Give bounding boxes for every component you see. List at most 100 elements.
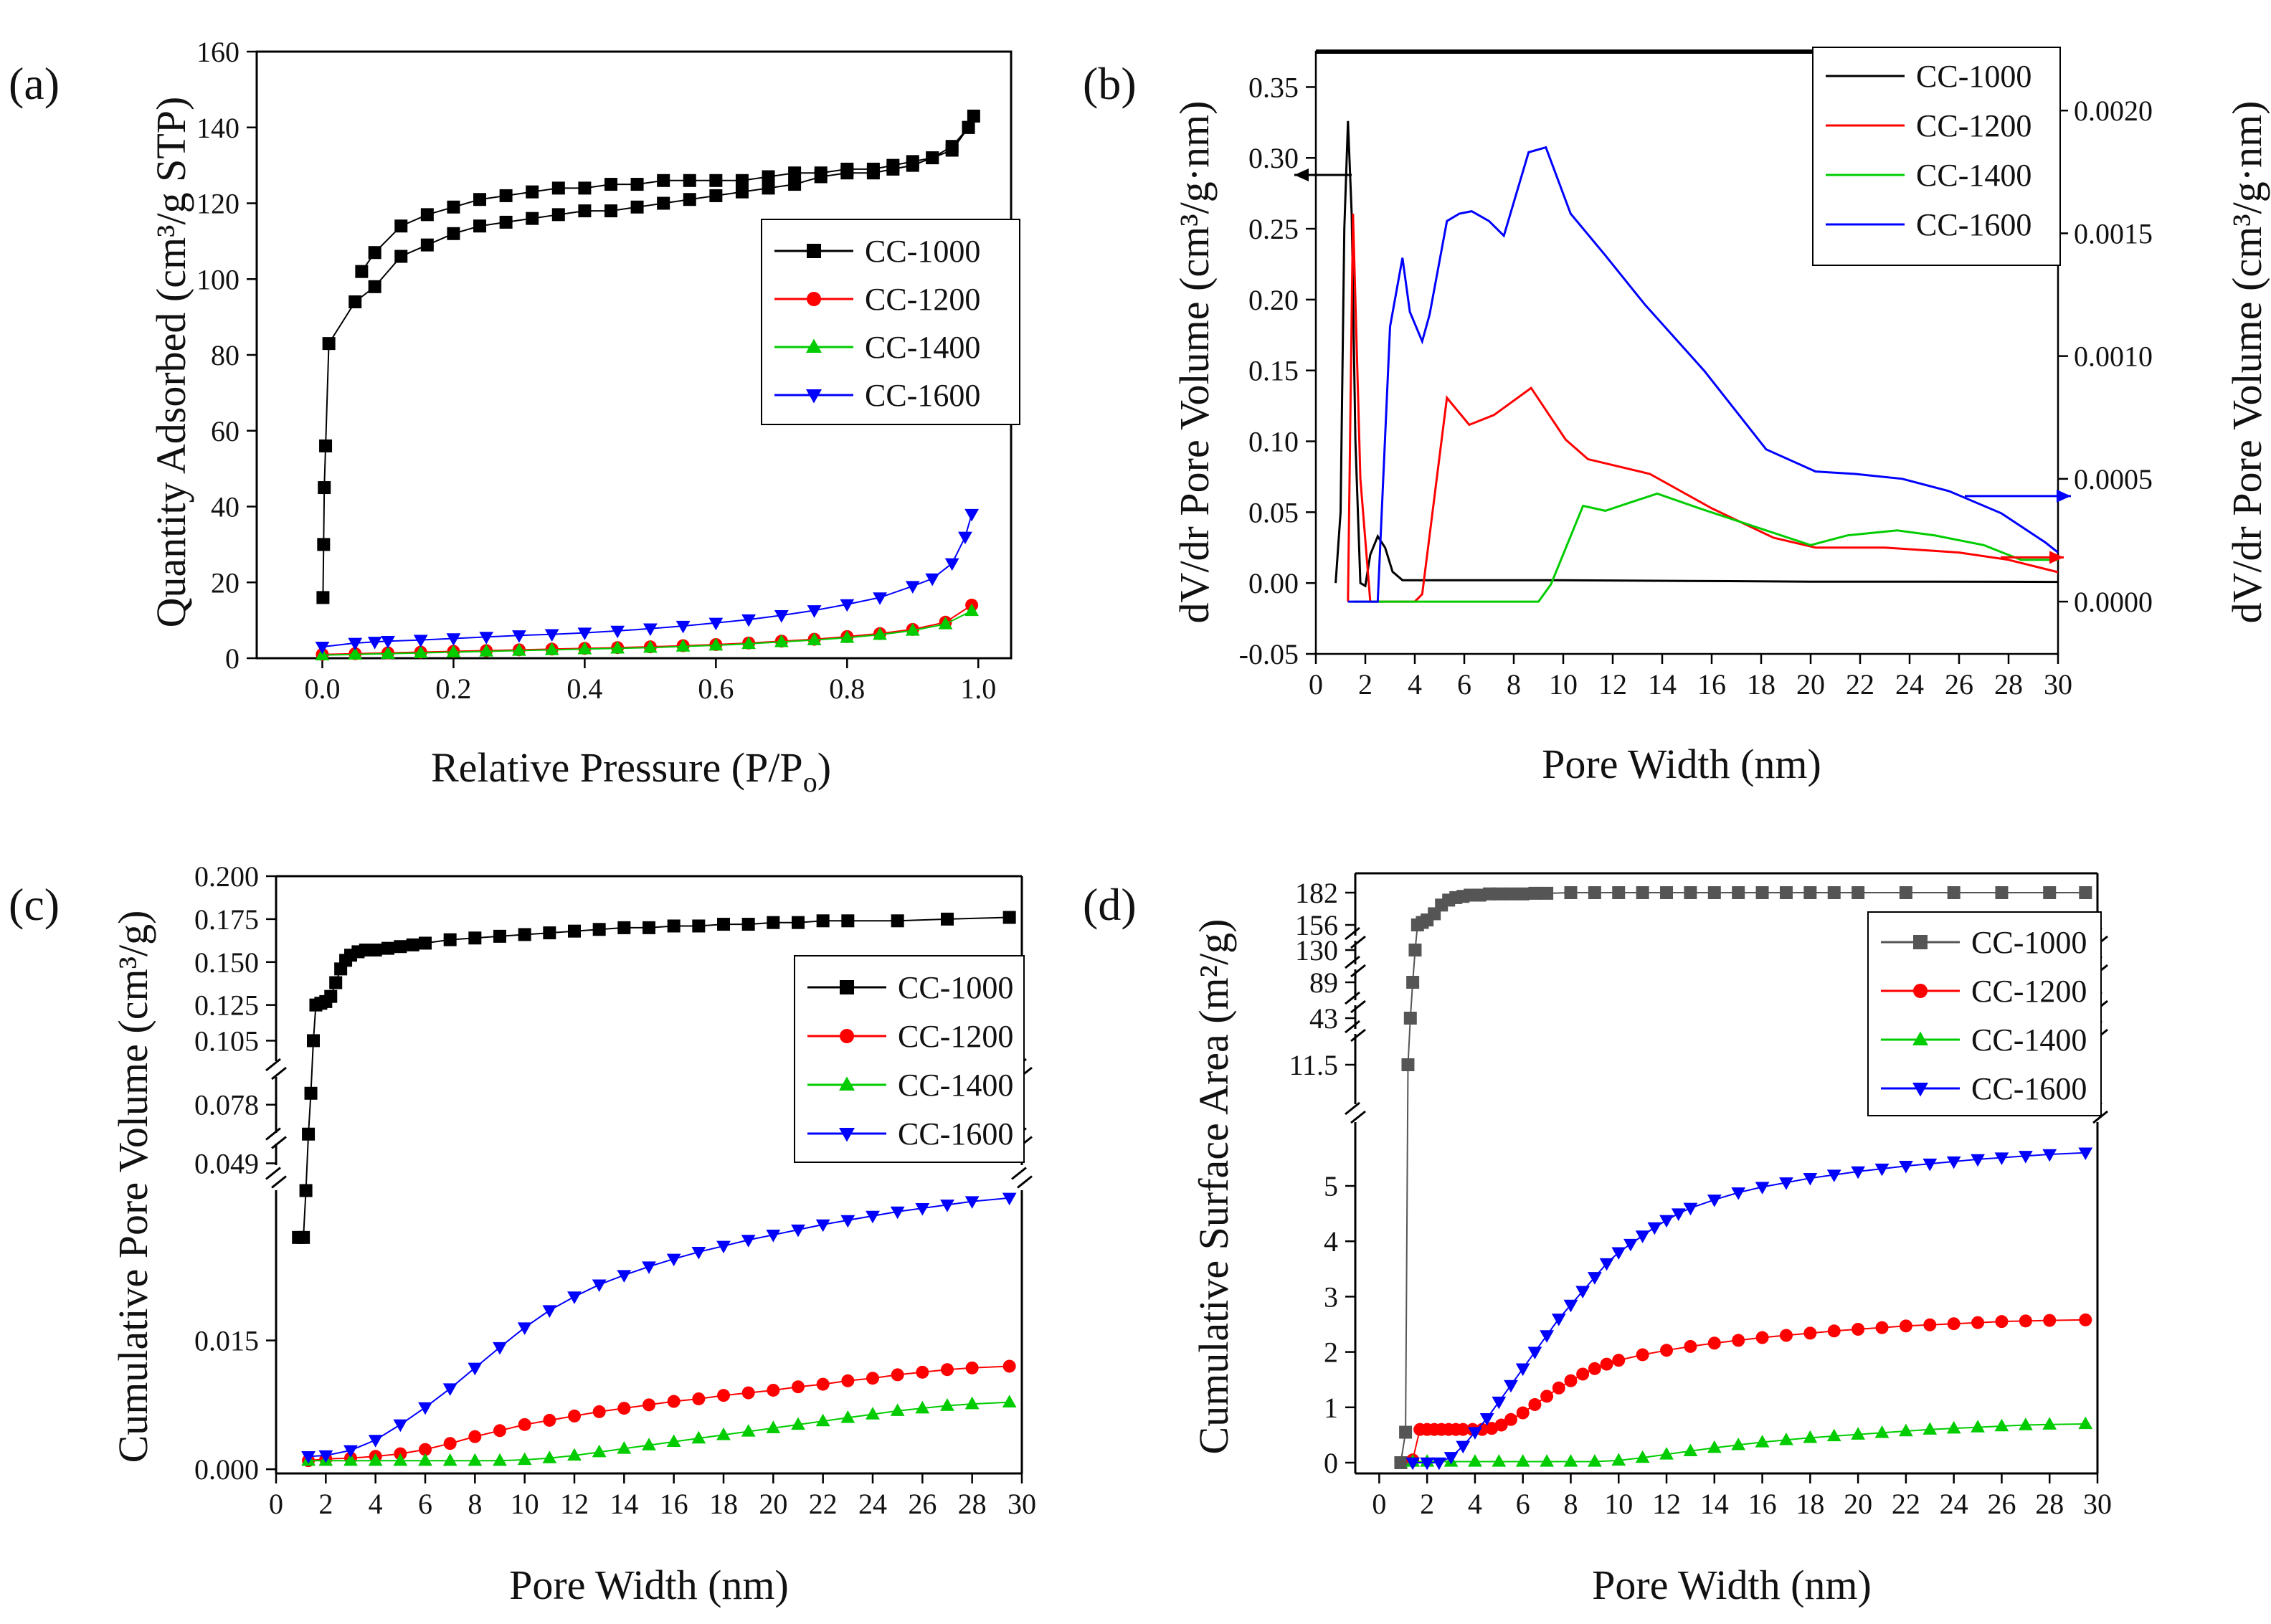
data-point-cc-1600 [944, 558, 959, 571]
data-point-cc-1000 [299, 1184, 313, 1197]
data-point-cc-1600 [1504, 1380, 1518, 1393]
data-point-cc-1600 [493, 1342, 507, 1355]
data-point-cc-1000 [307, 1034, 320, 1048]
data-point-cc-1600 [940, 1200, 954, 1212]
data-point-cc-1400 [1971, 1420, 1985, 1433]
data-point-cc-1000 [604, 204, 617, 218]
left-axis-arrowhead [1294, 168, 1309, 181]
legend-marker-cc-1200 [1913, 984, 1928, 998]
x-tick-label: 14 [610, 1488, 638, 1520]
panel-b-xlabel: Pore Width (nm) [1542, 741, 1821, 787]
data-point-cc-1400 [840, 630, 855, 643]
data-point-cc-1400 [617, 1441, 632, 1454]
x-tick-label: 2 [1420, 1488, 1434, 1520]
data-point-cc-1600 [1946, 1156, 1961, 1169]
x-tick-label: 16 [660, 1488, 688, 1520]
y-tick-label: 0 [225, 642, 240, 675]
axis-break-mark [1345, 926, 1366, 949]
data-point-cc-1600 [1671, 1208, 1686, 1221]
data-point-cc-1400 [1994, 1418, 2009, 1432]
legend-label-cc-1400: CC-1400 [1971, 1022, 2087, 1058]
data-point-cc-1000 [945, 140, 959, 153]
data-point-cc-1600 [368, 1435, 383, 1448]
y-tick-label: 0.200 [194, 860, 259, 893]
x-tick-label: 14 [1648, 668, 1677, 701]
x-tick-label: 18 [1747, 668, 1775, 701]
data-point-cc-1000 [1707, 886, 1721, 899]
data-point-cc-1600 [1635, 1230, 1650, 1243]
data-point-cc-1200 [1827, 1324, 1841, 1338]
data-point-cc-1000 [499, 189, 513, 202]
series-line-cc-1200 [1347, 213, 2059, 603]
y-tick-label: 0.175 [194, 903, 259, 936]
x-tick-label: 2 [318, 1488, 333, 1520]
data-point-cc-1600 [1922, 1158, 1938, 1172]
data-point-cc-1600 [716, 1240, 731, 1254]
data-point-cc-1000 [302, 1127, 316, 1141]
y-tick-label: 0.20 [1248, 284, 1299, 316]
data-point-cc-1200 [1475, 1423, 1489, 1436]
data-point-cc-1400 [675, 639, 691, 652]
y-tick-label: 0.30 [1248, 142, 1299, 174]
data-point-cc-1000 [926, 151, 939, 165]
data-point-cc-1600 [840, 599, 855, 612]
data-point-cc-1600 [1599, 1258, 1614, 1271]
data-point-cc-1000 [381, 941, 394, 955]
x-tick-label: 20 [1796, 668, 1825, 701]
x-tick-label: 0.2 [435, 673, 471, 705]
data-point-cc-1000 [419, 936, 432, 950]
data-point-cc-1400 [368, 1453, 383, 1466]
data-point-cc-1000 [493, 929, 506, 943]
data-point-cc-1400 [1611, 1453, 1626, 1466]
data-point-cc-1400 [1683, 1443, 1698, 1456]
data-point-cc-1000 [447, 227, 460, 240]
x-tick-label: 0.4 [566, 673, 602, 705]
data-point-cc-1000 [617, 921, 631, 934]
panel-b-ylabel: dV/dr Pore Volume (cm³/g·nm) [1171, 101, 1218, 624]
data-point-cc-1600 [442, 1383, 457, 1396]
data-point-cc-1000 [1406, 976, 1420, 989]
data-point-cc-1200 [1600, 1357, 1613, 1371]
data-point-cc-1000 [473, 193, 487, 206]
y-tick-label: 0.000 [194, 1453, 259, 1486]
data-point-cc-1400 [964, 1396, 980, 1410]
data-point-cc-1000 [355, 265, 369, 278]
panel-c-xlabel: Pore Width (nm) [509, 1562, 789, 1608]
data-point-cc-1000 [420, 238, 434, 252]
series-line-cc-1200 [308, 1365, 1010, 1462]
data-point-cc-1600 [866, 1210, 880, 1224]
data-point-cc-1600 [1731, 1187, 1746, 1200]
y-right-tick-label: 0.0000 [2074, 586, 2153, 618]
series-line-cc-1400 [1413, 1423, 2086, 1463]
x-tick-label: 14 [1700, 1488, 1729, 1520]
data-point-cc-1600 [840, 1215, 855, 1228]
data-point-cc-1400 [1468, 1454, 1482, 1467]
data-point-cc-1600 [643, 623, 658, 637]
data-point-cc-1000 [962, 120, 975, 134]
data-point-cc-1000 [526, 185, 539, 199]
data-point-cc-1000 [1564, 886, 1578, 899]
y-tick-label: 0.00 [1248, 567, 1299, 599]
axis-break-mark [1345, 955, 1366, 978]
data-point-cc-1600 [446, 633, 461, 646]
data-point-cc-1200 [419, 1443, 432, 1456]
data-point-cc-1400 [393, 1453, 408, 1466]
data-point-cc-1000 [1684, 886, 1697, 899]
data-point-cc-1600 [1851, 1166, 1866, 1179]
data-point-cc-1200 [1528, 1397, 1542, 1411]
data-point-cc-1200 [2043, 1314, 2057, 1327]
data-point-cc-1400 [493, 1453, 507, 1466]
data-point-cc-1000 [1612, 886, 1626, 899]
data-point-cc-1400 [567, 1448, 582, 1461]
data-point-cc-1400 [866, 1407, 880, 1420]
data-point-cc-1600 [675, 620, 691, 634]
data-point-cc-1600 [348, 637, 363, 651]
data-point-cc-1600 [774, 610, 789, 623]
series-line-cc-1200 [1412, 1319, 2086, 1461]
data-point-cc-1000 [1732, 886, 1745, 899]
legend-label-cc-1400: CC-1400 [865, 330, 980, 365]
data-point-cc-1200 [1516, 1406, 1530, 1420]
data-point-cc-1600 [381, 636, 395, 649]
legend-marker-cc-1200 [807, 292, 821, 306]
data-point-cc-1000 [420, 208, 434, 222]
